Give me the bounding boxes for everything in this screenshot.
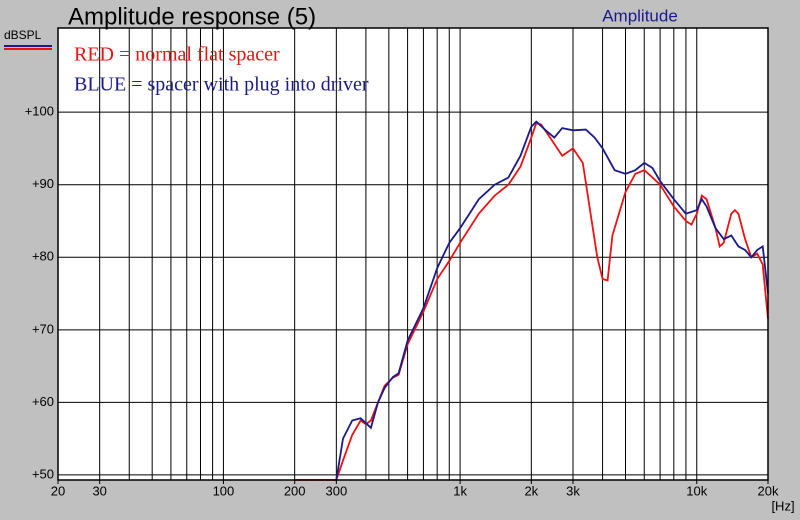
x-tick-label: 20k: [758, 483, 779, 498]
x-tick-label: 2k: [524, 483, 538, 498]
series-line: [335, 120, 769, 481]
y-axis-label: dBSPL: [4, 28, 42, 42]
lines: [294, 120, 769, 481]
grid: [57, 28, 769, 480]
plot-frame: [57, 27, 769, 481]
y-tick-label: +100: [25, 104, 54, 119]
x-tick-label: 10k: [686, 483, 707, 498]
plot-area: [58, 28, 768, 480]
x-tick-label: 20: [51, 483, 65, 498]
chart-subtitle: Amplitude: [602, 6, 678, 25]
chart-title: Amplitude response (5): [68, 3, 316, 30]
y-tick-label: +70: [32, 321, 54, 336]
x-tick-label: 3k: [566, 483, 580, 498]
y-tick-label: +60: [32, 394, 54, 409]
x-tick-label: 300: [325, 483, 347, 498]
x-tick-label: 30: [92, 483, 106, 498]
y-tick-label: +90: [32, 176, 54, 191]
x-axis-label: [Hz]: [771, 498, 794, 513]
y-tick-label: +50: [32, 466, 54, 481]
x-tick-label: 1k: [453, 483, 467, 498]
x-tick-label: 100: [213, 483, 235, 498]
legend-label: RED = normal flat spacer: [74, 44, 280, 66]
y-tick-label: +80: [32, 249, 54, 264]
legend-label: BLUE = spacer with plug into driver: [74, 74, 369, 96]
x-tick-label: 200: [284, 483, 306, 498]
